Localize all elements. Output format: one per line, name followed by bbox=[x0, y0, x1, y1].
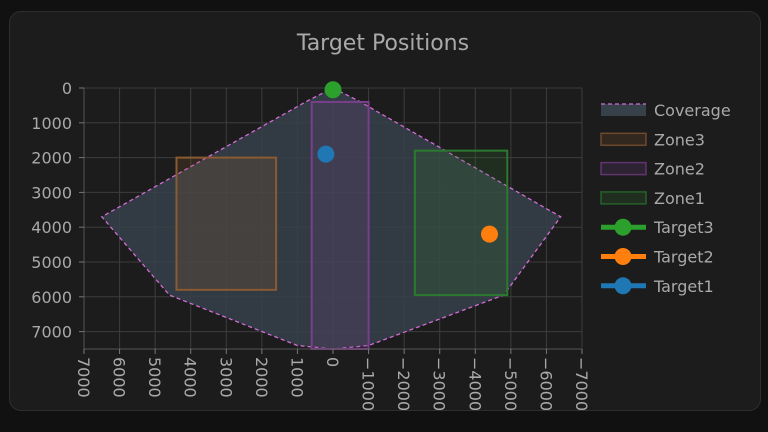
x-tick-label: −4000 bbox=[465, 357, 484, 410]
y-tick-label: 0 bbox=[62, 79, 72, 98]
legend-item-target2[interactable]: Target2 bbox=[601, 248, 714, 267]
marker-target3[interactable] bbox=[324, 81, 342, 99]
zone-zone2 bbox=[310, 100, 370, 350]
legend-label: Target1 bbox=[653, 277, 714, 296]
legend-label: Coverage bbox=[654, 101, 731, 120]
x-tick-label: −5000 bbox=[501, 357, 520, 410]
legend-label: Target3 bbox=[653, 218, 714, 237]
x-tick-label: 4000 bbox=[181, 357, 200, 398]
y-tick-label: 2000 bbox=[31, 149, 72, 168]
zone-zone1 bbox=[413, 149, 509, 297]
legend-swatch bbox=[600, 191, 647, 205]
y-tick-label: 4000 bbox=[31, 218, 72, 237]
coverage-area bbox=[100, 87, 562, 350]
legend-swatch bbox=[600, 132, 647, 147]
x-tick-label: 6000 bbox=[110, 357, 129, 398]
legend-item-zone1[interactable]: Zone1 bbox=[600, 189, 705, 208]
marker-target2[interactable] bbox=[481, 225, 499, 243]
legend-swatch bbox=[601, 104, 646, 116]
legend-label: Zone1 bbox=[654, 189, 705, 208]
y-tick-label: 6000 bbox=[31, 288, 72, 307]
target-positions-chart: Target Positions 0 1000 2000 3000 4000 5000 60… bbox=[31, 31, 731, 410]
legend-label: Target2 bbox=[653, 248, 714, 267]
x-tick-label: −3000 bbox=[430, 357, 449, 410]
legend-item-zone2[interactable]: Zone2 bbox=[600, 160, 705, 179]
legend-item-zone3[interactable]: Zone3 bbox=[600, 130, 705, 149]
coverage-layer bbox=[100, 87, 562, 350]
legend-item-target3[interactable]: Target3 bbox=[601, 218, 714, 237]
x-tick-label: 2000 bbox=[252, 357, 271, 398]
legend-swatch bbox=[600, 161, 647, 176]
legend[interactable]: Coverage Zone3 Zone2 Zone1 Target3 Target2 Tar… bbox=[600, 101, 731, 296]
legend-item-coverage[interactable]: Coverage bbox=[601, 101, 731, 120]
marker-target1[interactable] bbox=[317, 145, 335, 163]
legend-swatch-marker bbox=[614, 248, 632, 265]
x-tick-label: 7000 bbox=[74, 357, 93, 398]
zone-zone3 bbox=[175, 156, 278, 291]
legend-swatch-marker bbox=[614, 277, 632, 295]
targets-layer bbox=[317, 81, 499, 243]
legend-label: Zone3 bbox=[654, 130, 705, 149]
legend-swatch-marker bbox=[614, 218, 632, 236]
zones-layer bbox=[175, 100, 509, 350]
x-tick-label: 0 bbox=[323, 357, 342, 367]
x-tick-label: −2000 bbox=[394, 357, 413, 410]
chart-card: Target Positions 0 1000 2000 3000 4000 5000 60… bbox=[9, 11, 761, 411]
x-tick-label: 5000 bbox=[145, 357, 164, 398]
x-tick-label: −1000 bbox=[359, 357, 378, 410]
y-tick-label: 1000 bbox=[31, 114, 72, 133]
y-tick-label: 5000 bbox=[31, 253, 72, 272]
x-tick-label: −6000 bbox=[536, 357, 555, 410]
y-tick-label: 7000 bbox=[31, 323, 72, 342]
legend-item-target1[interactable]: Target1 bbox=[601, 277, 714, 296]
x-tick-label: −7000 bbox=[572, 357, 591, 410]
y-tick-label: 3000 bbox=[31, 183, 72, 202]
x-tick-label: 1000 bbox=[287, 357, 306, 398]
chart-title: Target Positions bbox=[296, 31, 469, 56]
legend-label: Zone2 bbox=[654, 160, 705, 179]
x-tick-label: 3000 bbox=[216, 357, 235, 398]
